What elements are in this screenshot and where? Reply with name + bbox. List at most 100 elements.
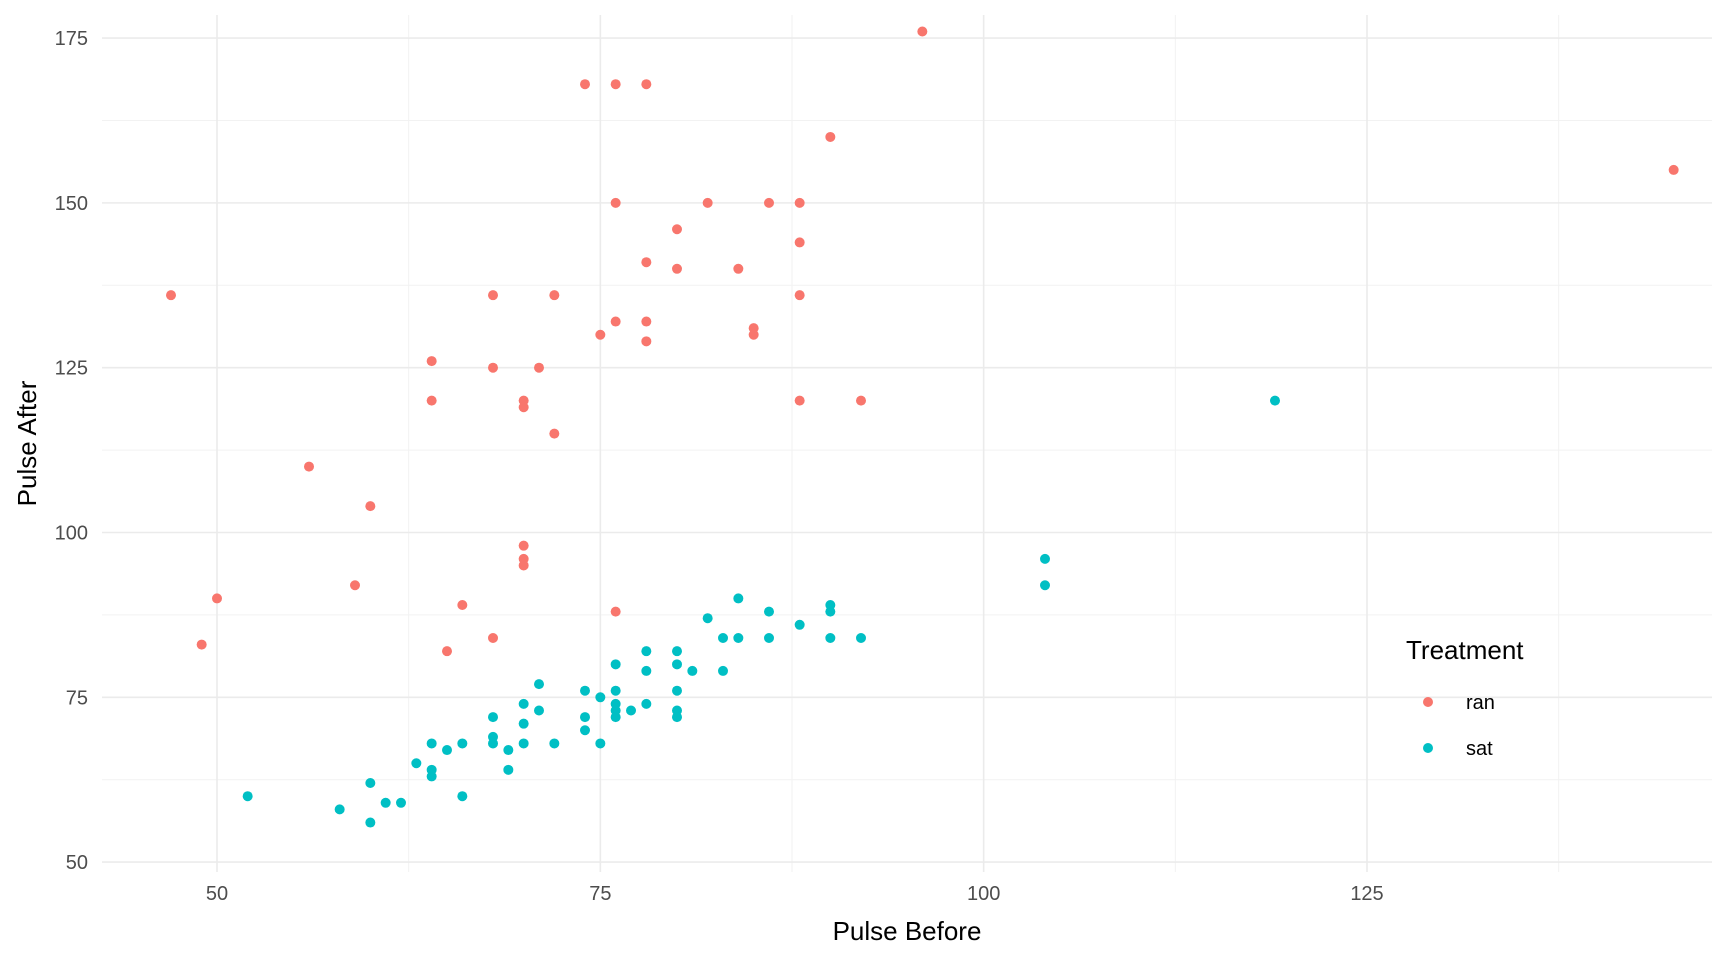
data-point-ran — [825, 131, 836, 142]
data-point-ran — [534, 362, 544, 373]
data-point-ran — [917, 26, 928, 37]
data-point-sat — [641, 646, 652, 657]
data-point-sat — [825, 606, 836, 617]
data-point-ran — [610, 79, 621, 90]
data-point-sat — [518, 718, 529, 729]
data-point-sat — [764, 606, 774, 617]
data-point-ran — [733, 263, 744, 274]
y-axis-title: Pulse After — [12, 380, 42, 506]
data-point-ran — [580, 79, 590, 90]
data-point-ran — [518, 540, 529, 551]
data-point-sat — [549, 738, 560, 749]
data-point-sat — [626, 705, 636, 716]
data-point-ran — [518, 560, 529, 571]
data-point-sat — [534, 705, 544, 716]
tick-labels: 50 75 100 125 50 75 100 125 150 175 — [55, 28, 1384, 905]
y-tick-label: 75 — [66, 687, 88, 709]
data-point-ran — [702, 197, 713, 208]
data-point-ran — [350, 580, 360, 591]
data-point-sat — [503, 764, 514, 775]
data-point-ran — [794, 237, 805, 248]
data-point-sat — [442, 745, 452, 756]
data-point-sat — [856, 632, 866, 643]
data-point-ran — [549, 290, 560, 301]
data-point-ran — [595, 329, 606, 340]
data-point-ran — [488, 632, 498, 643]
data-point-sat — [764, 632, 774, 643]
data-point-ran — [365, 501, 376, 512]
data-point-ran — [641, 316, 652, 327]
data-point-sat — [488, 738, 498, 749]
data-point-ran — [426, 395, 437, 406]
data-point-sat — [457, 791, 468, 802]
data-point-ran — [426, 356, 437, 367]
data-point-sat — [825, 632, 836, 643]
data-point-sat — [518, 738, 529, 749]
data-point-sat — [672, 712, 682, 723]
data-point-sat — [595, 738, 606, 749]
y-tick-label: 150 — [55, 193, 88, 215]
legend: Treatment ran sat — [1406, 635, 1524, 760]
data-points — [166, 26, 1679, 828]
data-point-sat — [733, 593, 744, 604]
data-point-ran — [549, 428, 560, 439]
data-point-sat — [702, 613, 713, 624]
data-point-ran — [794, 290, 805, 301]
data-point-ran — [1668, 164, 1679, 175]
data-point-sat — [1040, 580, 1050, 591]
data-point-sat — [518, 698, 529, 709]
data-point-sat — [672, 659, 682, 670]
data-point-sat — [426, 771, 437, 782]
data-point-sat — [380, 797, 391, 808]
x-tick-label: 50 — [206, 883, 228, 905]
data-point-sat — [1270, 395, 1280, 406]
data-point-ran — [641, 79, 652, 90]
data-point-sat — [794, 619, 805, 630]
x-tick-label: 100 — [967, 883, 1000, 905]
data-point-ran — [518, 402, 529, 413]
data-point-ran — [672, 224, 682, 235]
legend-key-sat — [1423, 743, 1433, 753]
data-point-ran — [457, 600, 468, 611]
x-axis-title: Pulse Before — [833, 916, 982, 946]
data-point-sat — [687, 665, 698, 676]
data-point-sat — [672, 646, 682, 657]
grid-lines — [102, 15, 1712, 872]
data-point-ran — [856, 395, 866, 406]
data-point-sat — [580, 712, 590, 723]
data-point-sat — [242, 791, 253, 802]
data-point-ran — [794, 395, 805, 406]
data-point-sat — [733, 632, 744, 643]
y-tick-label: 175 — [55, 28, 88, 50]
data-point-sat — [718, 665, 728, 676]
data-point-ran — [166, 290, 176, 301]
legend-title: Treatment — [1406, 635, 1524, 665]
data-point-sat — [641, 665, 652, 676]
data-point-ran — [304, 461, 314, 472]
data-point-sat — [718, 632, 728, 643]
data-point-sat — [610, 712, 621, 723]
data-point-sat — [610, 659, 621, 670]
data-point-ran — [488, 290, 498, 301]
data-point-ran — [641, 257, 652, 268]
legend-key-ran — [1423, 697, 1433, 707]
data-point-sat — [365, 817, 376, 828]
data-point-sat — [503, 745, 514, 756]
x-tick-label: 75 — [589, 883, 611, 905]
data-point-sat — [641, 698, 652, 709]
data-point-ran — [748, 329, 759, 340]
data-point-ran — [794, 197, 805, 208]
data-point-ran — [196, 639, 207, 650]
data-point-ran — [610, 606, 621, 617]
data-point-sat — [672, 685, 682, 696]
data-point-sat — [580, 685, 590, 696]
data-point-sat — [365, 778, 376, 789]
data-point-ran — [764, 197, 774, 208]
data-point-ran — [488, 362, 498, 373]
data-point-ran — [672, 263, 682, 274]
data-point-sat — [488, 712, 498, 723]
legend-label-ran: ran — [1466, 692, 1495, 714]
data-point-ran — [641, 336, 652, 347]
